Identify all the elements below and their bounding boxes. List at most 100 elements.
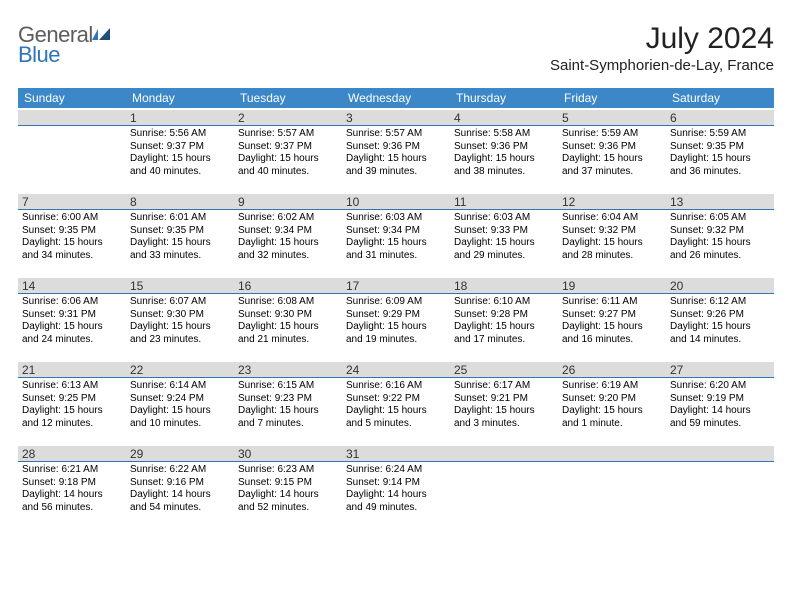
day-line: and 36 minutes. (670, 166, 770, 179)
logo: General Blue (18, 22, 112, 68)
day-details: Sunrise: 6:17 AMSunset: 9:21 PMDaylight:… (453, 380, 555, 430)
day-number: 8 (126, 194, 234, 210)
day-line: Sunrise: 5:57 AM (238, 128, 338, 141)
calendar-day: 27Sunrise: 6:20 AMSunset: 9:19 PMDayligh… (666, 360, 774, 444)
day-line: Sunset: 9:36 PM (346, 141, 446, 154)
location: Saint-Symphorien-de-Lay, France (550, 57, 774, 74)
calendar-week: 14 Sunrise: 6:06 AMSunset: 9:31 PMDayligh… (18, 276, 774, 360)
day-details: Sunrise: 6:06 AMSunset: 9:31 PMDaylight:… (21, 296, 123, 346)
day-line: Sunrise: 6:11 AM (562, 296, 662, 309)
day-line: and 17 minutes. (454, 334, 554, 347)
calendar-day: 31Sunrise: 6:24 AMSunset: 9:14 PMDayligh… (342, 444, 450, 528)
day-line: Sunrise: 6:10 AM (454, 296, 554, 309)
day-number: 23 (234, 362, 342, 378)
day-line: and 10 minutes. (130, 418, 230, 431)
day-number: 20 (666, 278, 774, 294)
day-line: Sunrise: 6:08 AM (238, 296, 338, 309)
day-line: Sunrise: 6:03 AM (346, 212, 446, 225)
day-line: Sunrise: 6:02 AM (238, 212, 338, 225)
day-line: Sunset: 9:33 PM (454, 225, 554, 238)
day-number: 7 (18, 194, 126, 210)
calendar-week: 28Sunrise: 6:21 AMSunset: 9:18 PMDayligh… (18, 444, 774, 528)
day-line: Sunset: 9:26 PM (670, 309, 770, 322)
calendar-day: 28Sunrise: 6:21 AMSunset: 9:18 PMDayligh… (18, 444, 126, 528)
month-title: July 2024 (550, 22, 774, 55)
day-details: Sunrise: 6:01 AMSunset: 9:35 PMDaylight:… (129, 212, 231, 262)
day-details: Sunrise: 5:57 AMSunset: 9:37 PMDaylight:… (237, 128, 339, 178)
day-number: 31 (342, 446, 450, 462)
day-line: Daylight: 14 hours (130, 489, 230, 502)
day-number: 22 (126, 362, 234, 378)
day-line: Sunset: 9:35 PM (22, 225, 122, 238)
weekday-sunday: Sunday (18, 88, 126, 108)
calendar-day: 21 Sunrise: 6:13 AMSunset: 9:25 PMDayligh… (18, 360, 126, 444)
day-line: and 33 minutes. (130, 250, 230, 263)
day-line: and 56 minutes. (22, 502, 122, 515)
day-line: Daylight: 15 hours (346, 405, 446, 418)
calendar-day: 20Sunrise: 6:12 AMSunset: 9:26 PMDayligh… (666, 276, 774, 360)
day-details: Sunrise: 6:23 AMSunset: 9:15 PMDaylight:… (237, 464, 339, 514)
day-number: 21 (18, 362, 126, 378)
calendar-day: 1Sunrise: 5:56 AMSunset: 9:37 PMDaylight… (126, 108, 234, 192)
day-number: 14 (18, 278, 126, 294)
day-line: Sunset: 9:35 PM (130, 225, 230, 238)
day-line: Daylight: 15 hours (454, 237, 554, 250)
day-number: 5 (558, 110, 666, 126)
day-line: Sunrise: 6:01 AM (130, 212, 230, 225)
day-line: Daylight: 15 hours (562, 153, 662, 166)
day-line: Daylight: 15 hours (562, 237, 662, 250)
day-line: Daylight: 15 hours (22, 405, 122, 418)
day-details: Sunrise: 6:14 AMSunset: 9:24 PMDaylight:… (129, 380, 231, 430)
day-line: and 39 minutes. (346, 166, 446, 179)
calendar-day: 12Sunrise: 6:04 AMSunset: 9:32 PMDayligh… (558, 192, 666, 276)
calendar-day: 29 Sunrise: 6:22 AMSunset: 9:16 PMDayligh… (126, 444, 234, 528)
day-details: Sunrise: 6:13 AMSunset: 9:25 PMDaylight:… (21, 380, 123, 430)
day-line: Sunrise: 6:07 AM (130, 296, 230, 309)
calendar-day: 3Sunrise: 5:57 AMSunset: 9:36 PMDaylight… (342, 108, 450, 192)
calendar-day: 6Sunrise: 5:59 AMSunset: 9:35 PMDaylight… (666, 108, 774, 192)
calendar-week: 21 Sunrise: 6:13 AMSunset: 9:25 PMDayligh… (18, 360, 774, 444)
day-details: Sunrise: 6:22 AMSunset: 9:16 PMDaylight:… (129, 464, 231, 514)
calendar-day (558, 444, 666, 528)
day-line: and 23 minutes. (130, 334, 230, 347)
header: General Blue July 2024 Saint-Symphorien-… (18, 22, 774, 74)
calendar-week: 1Sunrise: 5:56 AMSunset: 9:37 PMDaylight… (18, 108, 774, 192)
weekday-monday: Monday (126, 88, 234, 108)
day-line: and 28 minutes. (562, 250, 662, 263)
day-details: Sunrise: 6:11 AMSunset: 9:27 PMDaylight:… (561, 296, 663, 346)
day-line: Sunset: 9:29 PM (346, 309, 446, 322)
weekday-wednesday: Wednesday (342, 88, 450, 108)
day-line: Sunrise: 5:59 AM (670, 128, 770, 141)
logo-flag-icon (92, 26, 112, 42)
day-number (666, 446, 774, 462)
day-line: and 14 minutes. (670, 334, 770, 347)
day-details: Sunrise: 5:59 AMSunset: 9:35 PMDaylight:… (669, 128, 771, 178)
day-line: and 49 minutes. (346, 502, 446, 515)
day-details: Sunrise: 6:16 AMSunset: 9:22 PMDaylight:… (345, 380, 447, 430)
day-line: Sunset: 9:20 PM (562, 393, 662, 406)
day-number: 29 (126, 446, 234, 462)
calendar-day: 8 Sunrise: 6:01 AMSunset: 9:35 PMDaylight… (126, 192, 234, 276)
day-number: 16 (234, 278, 342, 294)
calendar-day: 22 Sunrise: 6:14 AMSunset: 9:24 PMDayligh… (126, 360, 234, 444)
day-line: and 52 minutes. (238, 502, 338, 515)
day-number: 4 (450, 110, 558, 126)
day-line: and 38 minutes. (454, 166, 554, 179)
day-line: Sunset: 9:24 PM (130, 393, 230, 406)
day-line: Sunset: 9:18 PM (22, 477, 122, 490)
calendar-day: 9Sunrise: 6:02 AMSunset: 9:34 PMDaylight… (234, 192, 342, 276)
day-line: Daylight: 15 hours (238, 153, 338, 166)
day-line: and 24 minutes. (22, 334, 122, 347)
day-line: and 5 minutes. (346, 418, 446, 431)
calendar-week: 7Sunrise: 6:00 AMSunset: 9:35 PMDaylight… (18, 192, 774, 276)
day-line: Sunrise: 5:59 AM (562, 128, 662, 141)
day-line: Daylight: 15 hours (130, 405, 230, 418)
day-line: Daylight: 15 hours (454, 405, 554, 418)
day-line: Sunrise: 6:19 AM (562, 380, 662, 393)
day-number: 11 (450, 194, 558, 210)
day-details: Sunrise: 6:04 AMSunset: 9:32 PMDaylight:… (561, 212, 663, 262)
day-line: Sunrise: 6:24 AM (346, 464, 446, 477)
day-line: Daylight: 15 hours (238, 321, 338, 334)
day-line: Daylight: 15 hours (238, 237, 338, 250)
day-number (450, 446, 558, 462)
